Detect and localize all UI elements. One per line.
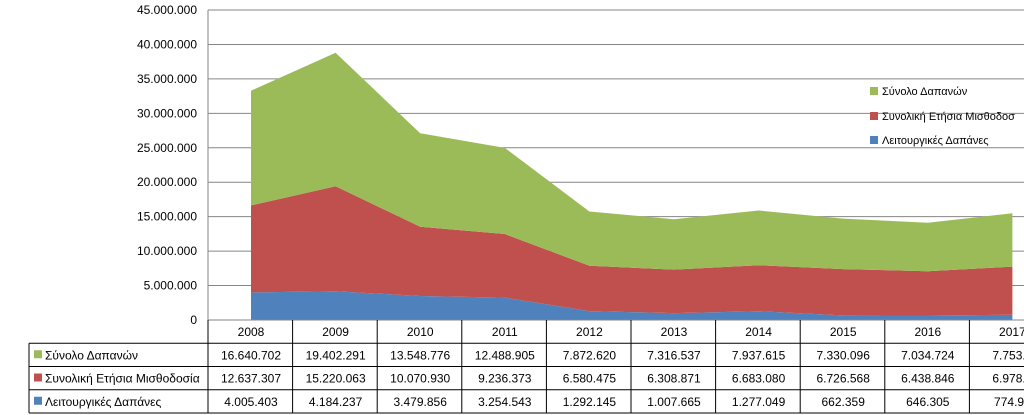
area-series-0 (251, 52, 1013, 272)
x-tick-label: 2013 (661, 325, 688, 339)
legend-swatch (870, 112, 878, 120)
legend-swatch (870, 87, 878, 95)
table-cell: 6.438.846 (901, 372, 955, 386)
y-tick-label: 20.000.000 (137, 175, 197, 189)
y-tick-label: 30.000.000 (137, 106, 197, 120)
table-cell: 9.236.373 (478, 372, 532, 386)
table-cell: 10.070.930 (390, 372, 450, 386)
table-cell: 6.978.7 (992, 372, 1024, 386)
table-row-swatch (34, 396, 42, 405)
legend: Σύνολο Δαπανών Συνολική Ετήσια Μισθοδοσ Λε… (870, 86, 1015, 147)
table-cell: 4.005.403 (224, 395, 278, 409)
table-row-label: Συνολική Ετήσια Μισθοδοσία (45, 372, 200, 386)
x-tick-label: 2017 (999, 325, 1024, 339)
x-tick-label: 2010 (407, 325, 434, 339)
x-tick-label: 2014 (745, 325, 772, 339)
y-tick-label: 45.000.000 (137, 3, 197, 17)
y-tick-label: 15.000.000 (137, 210, 197, 224)
table-cell: 3.479.856 (394, 395, 448, 409)
table-cell: 6.308.871 (647, 372, 701, 386)
data-table: 2008 2009 2010 2011 2012 2013 2014 2015 2016 2017… (28, 320, 1024, 414)
x-tick-label: 2009 (322, 325, 349, 339)
legend-label: Λειτουργικές Δαπάνες (882, 135, 989, 147)
table-cell: 3.254.543 (478, 395, 532, 409)
table-row-swatch (34, 350, 42, 359)
legend-swatch (870, 136, 878, 144)
legend-label: Σύνολο Δαπανών (882, 86, 968, 98)
table-cell: 7.872.620 (563, 348, 617, 362)
table-cell: 16.640.702 (221, 348, 281, 362)
table-cell: 774.96 (994, 395, 1024, 409)
y-tick-label: 25.000.000 (137, 141, 197, 155)
table-cell: 1.277.049 (732, 395, 786, 409)
table-row-swatch (34, 373, 42, 382)
table-cell: 13.548.776 (390, 348, 450, 362)
x-tick-label: 2016 (914, 325, 941, 339)
x-tick-label: 2015 (830, 325, 857, 339)
table-cell: 12.637.307 (221, 372, 281, 386)
area-series (251, 52, 1013, 320)
area-series-1 (251, 186, 1013, 316)
table-row-label: Σύνολο Δαπανών (45, 348, 138, 362)
table-cell: 4.184.237 (309, 395, 363, 409)
y-tick-label: 10.000.000 (137, 244, 197, 258)
axes (207, 10, 1024, 321)
table-row-label: Λειτουργικές Δαπάνες (45, 395, 161, 409)
table-cell: 6.580.475 (563, 372, 617, 386)
y-tick-label: 40.000.000 (137, 37, 197, 51)
table-cell: 7.753.6 (992, 348, 1024, 362)
table-cell: 12.488.905 (475, 348, 535, 362)
x-tick-label: 2011 (492, 325, 518, 339)
area-series-2 (251, 291, 1013, 320)
table-cell: 7.937.615 (732, 348, 786, 362)
table-cell: 6.726.568 (817, 372, 871, 386)
legend-label: Συνολική Ετήσια Μισθοδοσ (882, 111, 1015, 123)
table-cell: 19.402.291 (306, 348, 366, 362)
y-tick-label: 35.000.000 (137, 72, 197, 86)
table-cell: 7.034.724 (901, 348, 955, 362)
y-tick-label: 5.000.000 (144, 279, 198, 293)
table-cell: 1.007.665 (647, 395, 701, 409)
table-cell: 6.683.080 (732, 372, 786, 386)
table-cell: 1.292.145 (563, 395, 617, 409)
x-tick-label: 2012 (576, 325, 603, 339)
table-cell: 7.316.537 (647, 348, 701, 362)
table-cell: 662.359 (822, 395, 866, 409)
y-axis-tick-labels: 0 5.000.000 10.000.000 15.000.000 20.000.000… (137, 3, 197, 327)
table-cell: 646.305 (906, 395, 950, 409)
y-tick-label: 0 (190, 313, 197, 327)
table-cell: 7.330.096 (817, 348, 871, 362)
table-cell: 15.220.063 (306, 372, 366, 386)
x-tick-label: 2008 (238, 325, 265, 339)
